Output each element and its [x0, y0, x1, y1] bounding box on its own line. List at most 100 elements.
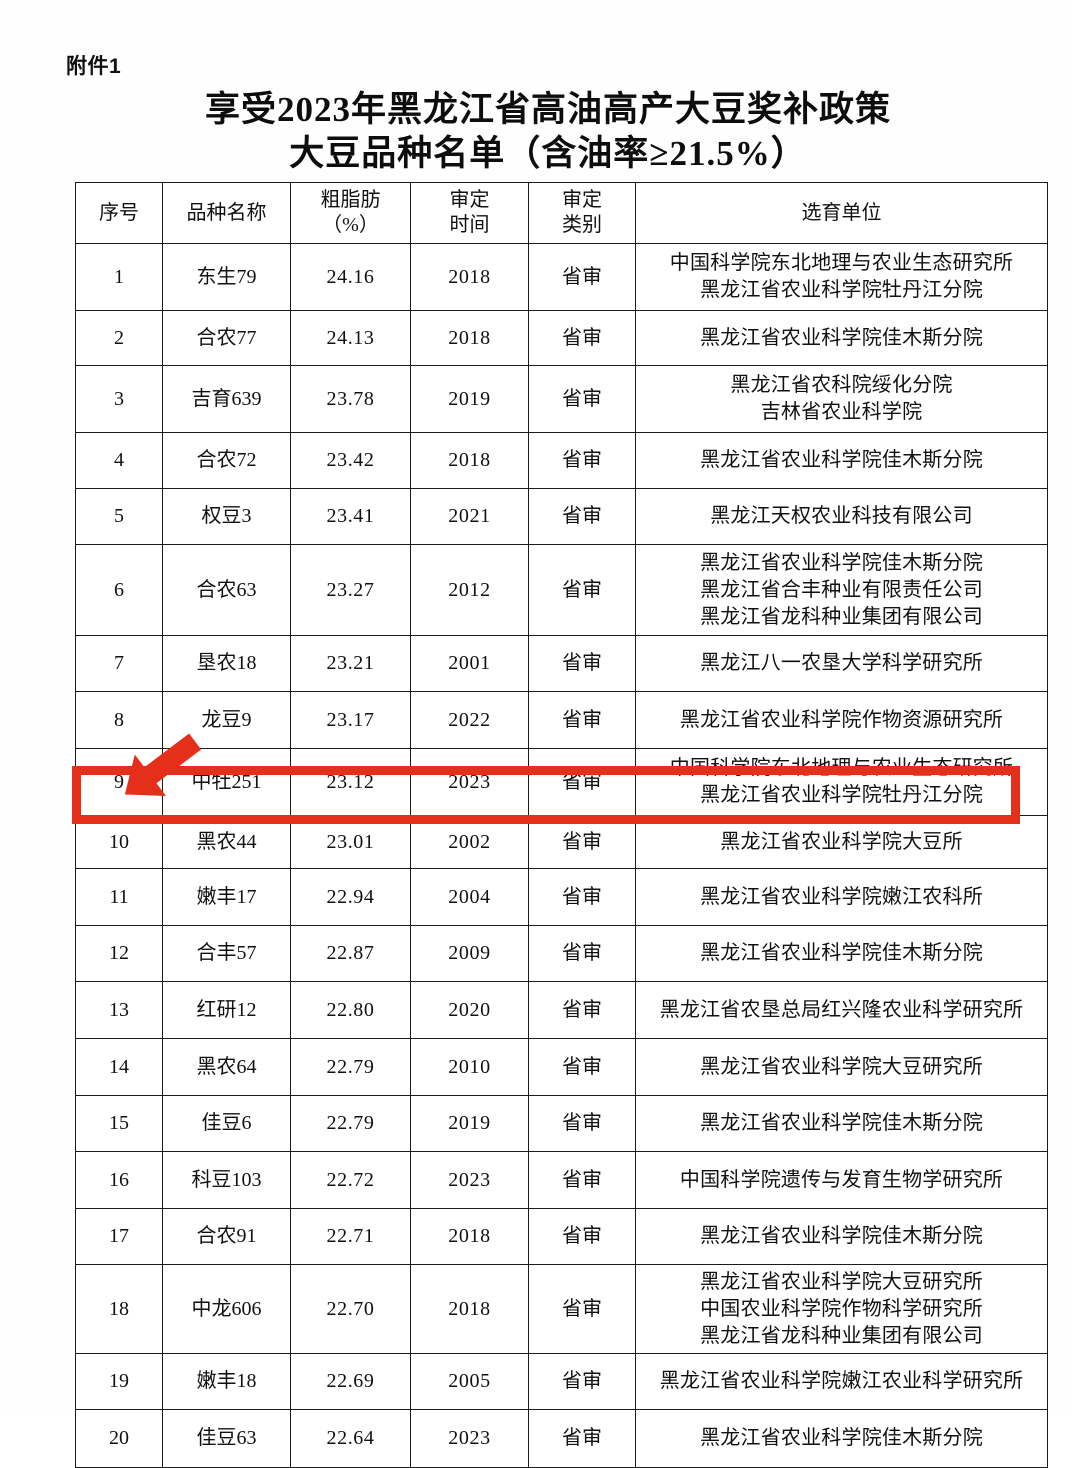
table-row: 20 佳豆63 22.64 2023 省审 黑龙江省农业科学院佳木斯分院 [75, 1409, 1048, 1468]
table-row: 18 中龙606 22.70 2018 省审 黑龙江省农业科学院大豆研究所 中国农业科学院作… [75, 1264, 1048, 1354]
cell-variety-name: 龙豆9 [162, 691, 291, 749]
cell-crude-fat: 22.72 [290, 1151, 411, 1209]
cell-index: 18 [75, 1264, 163, 1354]
breeding-unit-line: 黑龙江省农业科学院大豆研究所 [700, 1055, 983, 1078]
column-header-approval-type: 审定 类别 [528, 182, 636, 244]
table-row: 6 合农63 23.27 2012 省审 黑龙江省农业科学院佳木斯分院 黑龙江省合丰种业有限… [75, 544, 1048, 636]
cell-index: 16 [75, 1151, 163, 1209]
cell-variety-name: 佳豆6 [162, 1095, 291, 1152]
table-row: 12 合丰57 22.87 2009 省审 黑龙江省农业科学院佳木斯分院 [75, 925, 1048, 982]
column-header-index: 序号 [75, 182, 163, 244]
cell-approval-type: 省审 [528, 748, 636, 816]
breeding-unit-line: 中国科学院遗传与发育生物学研究所 [679, 1168, 1004, 1191]
table-row: 4 合农72 23.42 2018 省审 黑龙江省农业科学院佳木斯分院 [75, 432, 1048, 489]
cell-approval-year: 2012 [410, 544, 529, 636]
cell-index: 17 [75, 1208, 163, 1265]
cell-approval-type: 省审 [528, 1409, 636, 1468]
cell-crude-fat: 22.79 [290, 1038, 411, 1096]
cell-approval-year: 2019 [410, 365, 529, 433]
breeding-unit-line: 黑龙江省农业科学院佳木斯分院 [700, 326, 983, 349]
cell-crude-fat: 23.41 [290, 488, 411, 545]
cell-approval-year: 2018 [410, 432, 529, 489]
cell-approval-year: 2018 [410, 310, 529, 366]
cell-crude-fat: 22.80 [290, 981, 411, 1039]
cell-approval-type: 省审 [528, 981, 636, 1039]
cell-approval-year: 2021 [410, 488, 529, 545]
cell-breeding-unit: 黑龙江省农业科学院嫩江农业科学研究所 [635, 1353, 1048, 1410]
cell-variety-name: 黑农44 [162, 815, 291, 869]
cell-variety-name: 东生79 [162, 243, 291, 311]
cell-crude-fat: 22.69 [290, 1353, 411, 1410]
cell-approval-year: 2004 [410, 868, 529, 926]
cell-approval-type: 省审 [528, 635, 636, 692]
cell-approval-type: 省审 [528, 544, 636, 636]
cell-variety-name: 合农77 [162, 310, 291, 366]
column-header-fat: 粗脂肪 （%） [290, 182, 411, 244]
cell-index: 20 [75, 1409, 163, 1468]
cell-breeding-unit: 黑龙江省农业科学院佳木斯分院 [635, 1409, 1048, 1468]
cell-crude-fat: 23.01 [290, 815, 411, 869]
cell-variety-name: 合丰57 [162, 925, 291, 982]
cell-index: 6 [75, 544, 163, 636]
cell-approval-type: 省审 [528, 488, 636, 545]
cell-crude-fat: 22.94 [290, 868, 411, 926]
column-header-fat-line-2: （%） [322, 214, 379, 236]
breeding-unit-line: 黑龙江省农科院绥化分院 [730, 374, 953, 396]
column-header-approval-time: 审定 时间 [410, 182, 529, 244]
breeding-unit-line: 黑龙江省农业科学院嫩江农业科学研究所 [659, 1370, 1024, 1392]
cell-approval-type: 省审 [528, 432, 636, 489]
cell-variety-name: 红研12 [162, 981, 291, 1039]
cell-breeding-unit: 黑龙江省农业科学院佳木斯分院 [635, 1095, 1048, 1152]
cell-crude-fat: 24.16 [290, 243, 411, 311]
column-header-approval-type-line-1: 审定 [562, 189, 602, 211]
breeding-unit-line: 黑龙江省合丰种业有限责任公司 [700, 578, 983, 601]
table-row: 5 权豆3 23.41 2021 省审 黑龙江天权农业科技有限公司 [75, 488, 1048, 545]
cell-approval-year: 2023 [410, 748, 529, 816]
column-header-unit: 选育单位 [635, 182, 1048, 244]
cell-approval-type: 省审 [528, 1038, 636, 1096]
cell-variety-name: 吉育639 [162, 365, 291, 433]
column-header-approval-time-line-1: 审定 [449, 189, 490, 211]
cell-breeding-unit: 黑龙江天权农业科技有限公司 [635, 488, 1048, 545]
breeding-unit-line: 黑龙江省农业科学院嫩江农科所 [700, 885, 983, 908]
column-header-approval-type-line-2: 类别 [562, 214, 602, 236]
column-header-index-label: 序号 [99, 201, 139, 224]
breeding-unit-line: 黑龙江省农业科学院作物资源研究所 [679, 708, 1004, 731]
cell-variety-name: 科豆103 [162, 1151, 291, 1209]
table-row: 16 科豆103 22.72 2023 省审 中国科学院遗传与发育生物学研究所 [75, 1151, 1048, 1209]
table-row: 15 佳豆6 22.79 2019 省审 黑龙江省农业科学院佳木斯分院 [75, 1095, 1048, 1152]
cell-variety-name: 垦农18 [162, 635, 291, 692]
cell-index: 13 [75, 981, 163, 1039]
cell-index: 2 [75, 310, 163, 366]
cell-approval-type: 省审 [528, 815, 636, 869]
cell-crude-fat: 23.12 [290, 748, 411, 816]
breeding-unit-line: 黑龙江省农业科学院佳木斯分院 [700, 942, 983, 964]
cell-crude-fat: 23.17 [290, 691, 411, 749]
cell-variety-name: 中牡251 [162, 748, 291, 816]
page-title-line-1: 享受2023年黑龙江省高油高产大豆奖补政策 [204, 90, 891, 129]
cell-variety-name: 黑农64 [162, 1038, 291, 1096]
cell-approval-year: 2019 [410, 1095, 529, 1152]
cell-index: 4 [75, 432, 163, 489]
cell-approval-year: 2005 [410, 1353, 529, 1410]
cell-breeding-unit: 中国科学院遗传与发育生物学研究所 [635, 1151, 1048, 1209]
column-header-variety: 品种名称 [162, 182, 291, 244]
column-header-fat-line-1: 粗脂肪 [320, 189, 381, 211]
table-body: 1 东生79 24.16 2018 省审 中国科学院东北地理与农业生态研究所 黑龙江省农业科… [75, 243, 1048, 1468]
breeding-unit-line: 黑龙江省农业科学院大豆所 [720, 830, 963, 853]
table-row: 14 黑农64 22.79 2010 省审 黑龙江省农业科学院大豆研究所 [75, 1038, 1048, 1096]
breeding-unit-line: 黑龙江省龙科种业集团有限公司 [700, 605, 983, 628]
cell-approval-type: 省审 [528, 925, 636, 982]
cell-breeding-unit: 中国科学院东北地理与农业生态研究所 黑龙江省农业科学院牡丹江分院 [635, 243, 1048, 311]
table-row: 3 吉育639 23.78 2019 省审 黑龙江省农科院绥化分院 吉林省农业科学院 [75, 365, 1048, 433]
cell-crude-fat: 23.21 [290, 635, 411, 692]
cell-breeding-unit: 黑龙江省农业科学院嫩江农科所 [635, 868, 1048, 926]
cell-approval-type: 省审 [528, 691, 636, 749]
breeding-unit-line: 黑龙江省农业科学院佳木斯分院 [700, 449, 983, 471]
cell-index: 1 [75, 243, 163, 311]
cell-approval-type: 省审 [528, 243, 636, 311]
cell-approval-year: 2001 [410, 635, 529, 692]
cell-breeding-unit: 黑龙江省农业科学院佳木斯分院 黑龙江省合丰种业有限责任公司 黑龙江省龙科种业集团有限… [635, 544, 1048, 636]
document-page: 附件1 享受2023年黑龙江省高油高产大豆奖补政策 大豆品种名单（含油率≥21.… [66, 55, 1048, 1468]
cell-index: 10 [75, 815, 163, 869]
